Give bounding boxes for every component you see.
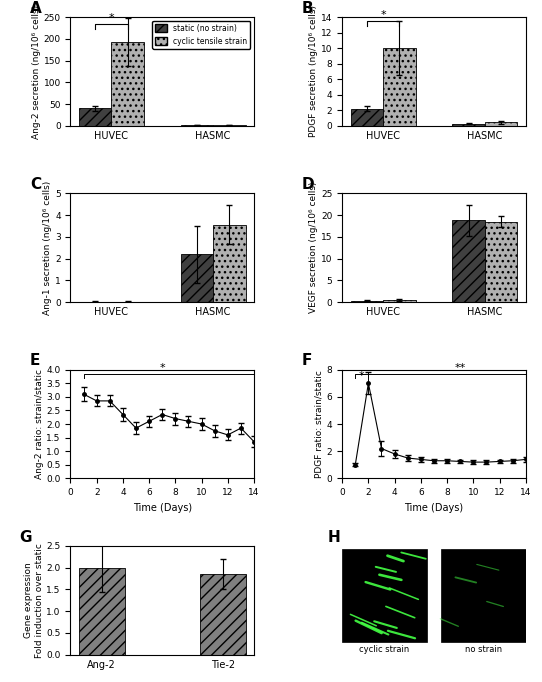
Text: D: D xyxy=(302,177,314,192)
Bar xyxy=(351,301,383,302)
Text: *: * xyxy=(359,370,365,381)
Bar xyxy=(213,125,246,126)
Bar xyxy=(79,567,125,655)
X-axis label: Time (Days): Time (Days) xyxy=(133,503,192,513)
Bar xyxy=(111,42,144,126)
X-axis label: Time (Days): Time (Days) xyxy=(404,503,463,513)
Text: C: C xyxy=(30,177,41,192)
Bar xyxy=(180,254,213,302)
Text: G: G xyxy=(19,529,31,544)
Y-axis label: Ang-2 ratio: strain/static: Ang-2 ratio: strain/static xyxy=(35,369,43,479)
Bar xyxy=(79,108,111,126)
Text: *: * xyxy=(380,10,386,20)
Bar xyxy=(452,123,485,126)
Bar xyxy=(351,108,383,126)
Text: B: B xyxy=(302,1,313,16)
Y-axis label: Ang-2 secretion (ng/10⁶ cells): Ang-2 secretion (ng/10⁶ cells) xyxy=(32,4,41,138)
Legend: static (no strain), cyclic tensile strain: static (no strain), cyclic tensile strai… xyxy=(152,21,250,49)
Bar xyxy=(441,549,526,642)
Y-axis label: PDGF secretion (ng/10⁶ cells): PDGF secretion (ng/10⁶ cells) xyxy=(309,5,318,138)
Text: E: E xyxy=(30,353,41,368)
Text: *: * xyxy=(108,13,114,23)
Bar xyxy=(342,549,427,642)
Y-axis label: VEGF secretion (ng/10⁶ cells): VEGF secretion (ng/10⁶ cells) xyxy=(309,182,318,314)
Text: A: A xyxy=(30,1,42,16)
Text: **: ** xyxy=(455,363,466,373)
Text: *: * xyxy=(159,363,165,373)
Bar xyxy=(383,48,416,126)
Text: cyclic strain: cyclic strain xyxy=(359,644,410,654)
Text: H: H xyxy=(327,529,340,544)
Bar xyxy=(485,122,518,126)
Y-axis label: Gene expression
Fold induction over static: Gene expression Fold induction over stat… xyxy=(24,543,43,657)
Bar xyxy=(383,300,416,302)
Text: no strain: no strain xyxy=(465,644,502,654)
Bar xyxy=(200,574,246,655)
Y-axis label: Ang-1 secretion (ng/10⁶ cells): Ang-1 secretion (ng/10⁶ cells) xyxy=(43,181,52,315)
Bar xyxy=(213,225,246,302)
Bar xyxy=(485,222,518,302)
Y-axis label: PDGF ratio: strain/static: PDGF ratio: strain/static xyxy=(315,370,324,478)
Bar xyxy=(452,220,485,302)
Text: F: F xyxy=(302,353,312,368)
